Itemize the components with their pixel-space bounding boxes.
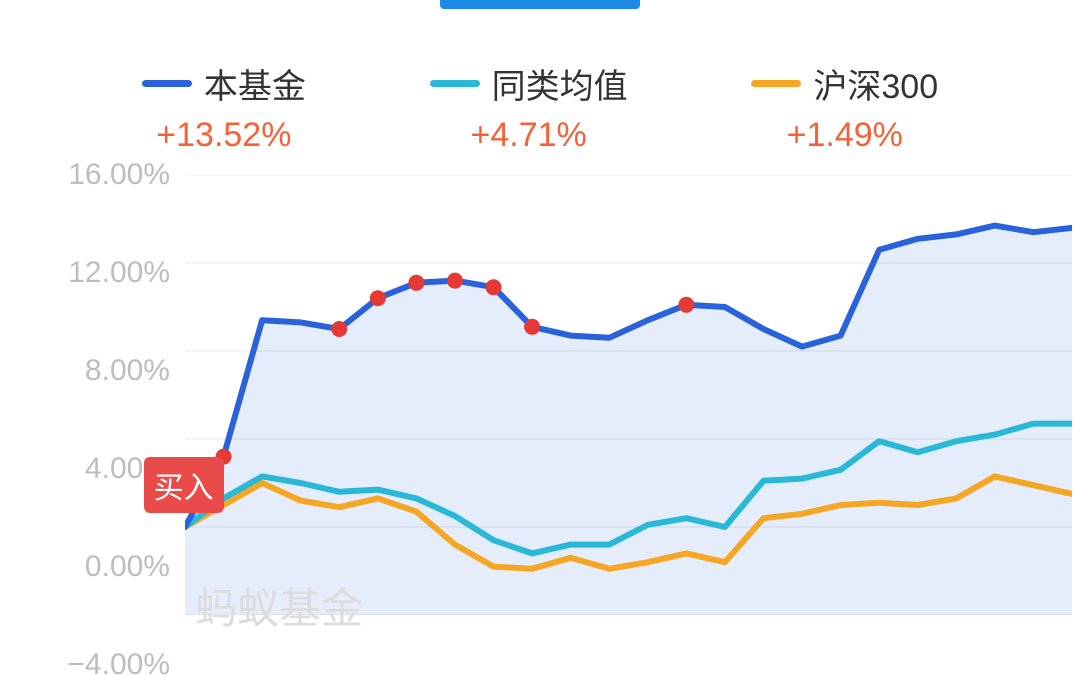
- y-tick-label: 0.00%: [85, 550, 170, 584]
- legend-label-hs300: 沪深300: [813, 59, 938, 108]
- series-area-fund: [185, 226, 1072, 615]
- buy-marker-tag: 买入: [144, 457, 224, 513]
- legend-swatch-fund: [142, 80, 192, 87]
- y-tick-label: 12.00%: [68, 256, 170, 290]
- chart-plot-area: 买入 蚂蚁基金: [185, 175, 1072, 615]
- active-tab-indicator: [440, 0, 640, 9]
- y-axis-labels: −4.00%0.00%4.00%8.00%12.00%16.00%: [0, 175, 180, 665]
- y-tick-label: −4.00%: [67, 648, 170, 675]
- legend-label-peer: 同类均值: [492, 59, 628, 108]
- legend-swatch-hs300: [751, 80, 801, 87]
- legend-item-peer[interactable]: 同类均值 +4.71%: [430, 59, 628, 155]
- y-tick-label: 8.00%: [85, 354, 170, 388]
- chart-legend: 本基金 +13.52% 同类均值 +4.71% 沪深300 +1.49%: [0, 9, 1080, 175]
- legend-item-fund[interactable]: 本基金 +13.52%: [142, 59, 306, 155]
- buy-marker-dot: [370, 290, 386, 306]
- legend-label-fund: 本基金: [204, 59, 306, 108]
- legend-value-hs300: +1.49%: [751, 116, 938, 155]
- buy-marker-dot: [408, 275, 424, 291]
- buy-marker-dot: [447, 273, 463, 289]
- legend-swatch-peer: [430, 80, 480, 87]
- buy-marker-dot: [486, 279, 502, 295]
- buy-marker-dot: [524, 319, 540, 335]
- y-tick-label: 16.00%: [68, 158, 170, 192]
- legend-value-fund: +13.52%: [142, 116, 306, 155]
- buy-marker-dot: [678, 297, 694, 313]
- performance-chart[interactable]: −4.00%0.00%4.00%8.00%12.00%16.00% 买入 蚂蚁基…: [0, 175, 1080, 665]
- legend-item-hs300[interactable]: 沪深300 +1.49%: [751, 59, 938, 155]
- buy-marker-dot: [331, 321, 347, 337]
- legend-value-peer: +4.71%: [430, 116, 628, 155]
